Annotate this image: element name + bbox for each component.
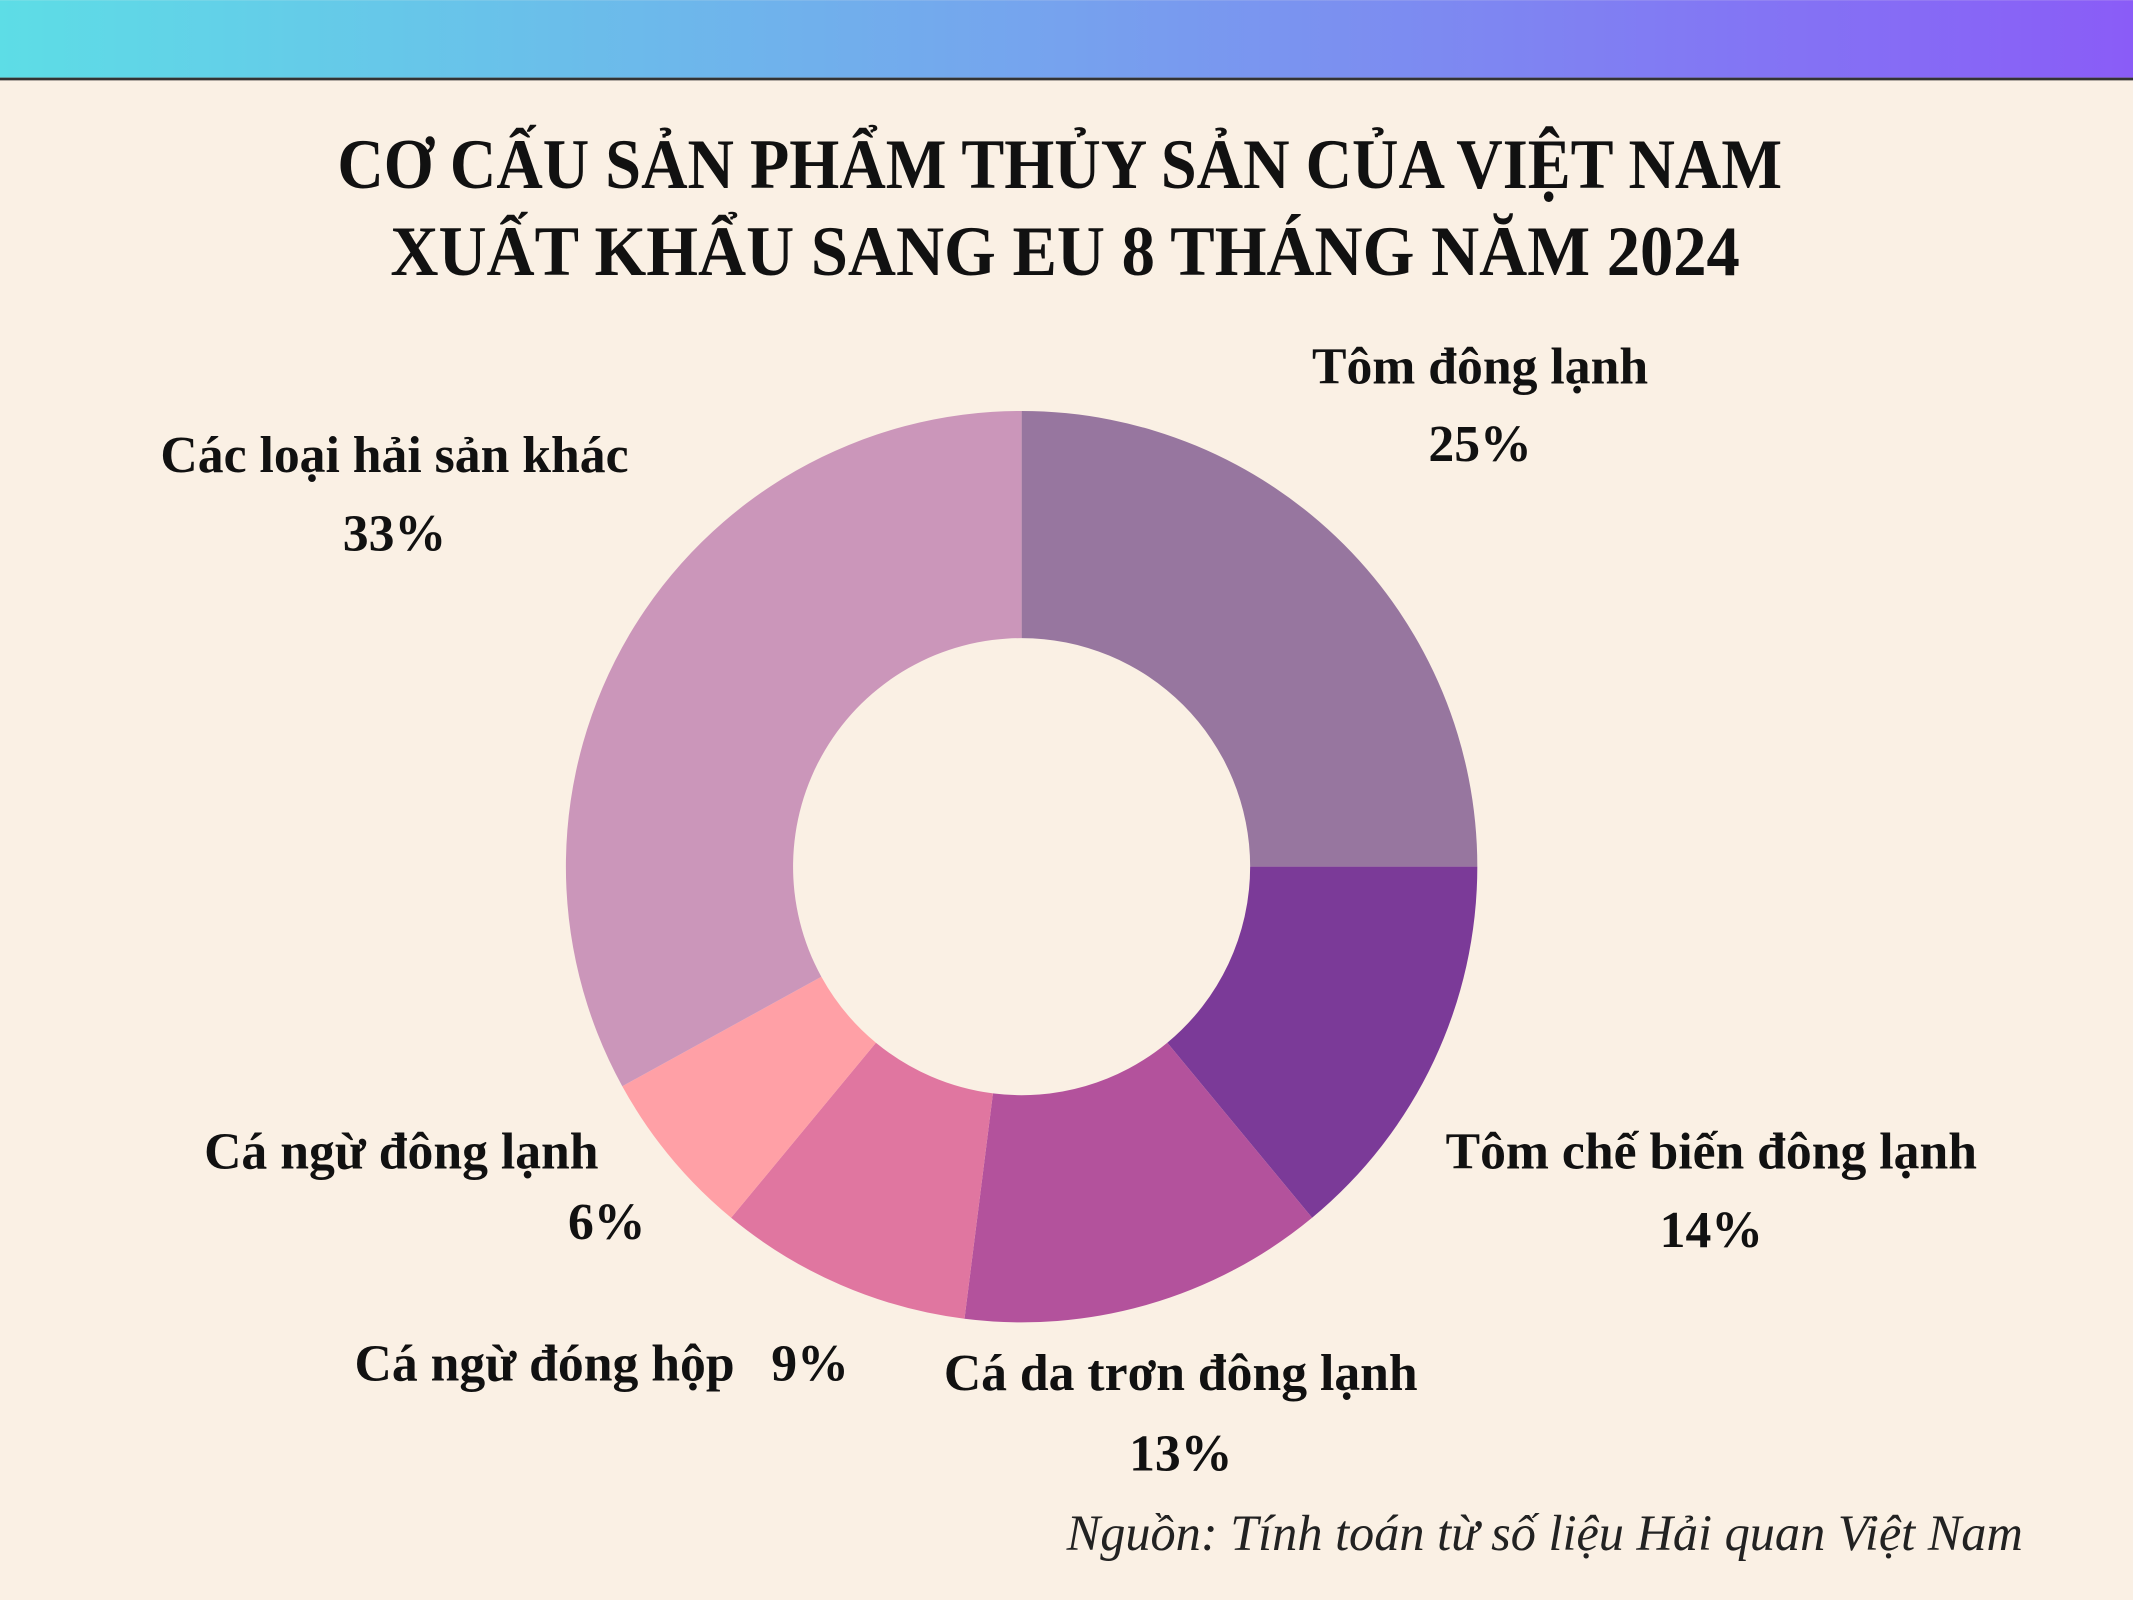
value-label: 6% [568, 1194, 646, 1251]
value-label: 9% [771, 1335, 849, 1392]
slice-label: Cá da trơn đông lạnh [944, 1345, 1418, 1402]
slice-label: Các loại hải sản khác [160, 427, 628, 484]
value-label: 14% [1660, 1202, 1763, 1259]
source-note: Nguồn: Tính toán từ số liệu Hải quan Việ… [1066, 1505, 2023, 1561]
chart-title: CƠ CẤU SẢN PHẨM THỦY SẢN CỦA VIỆT NAM [337, 125, 1782, 204]
donut-slice [622, 976, 876, 1218]
value-label: 13% [1129, 1425, 1232, 1482]
chart-title: XUẤT KHẨU SANG EU 8 THÁNG NĂM 2024 [390, 212, 1739, 291]
donut-slice [1167, 866, 1478, 1218]
header-bar [0, 0, 2133, 78]
donut-slice [964, 1042, 1313, 1323]
slice-label: Tôm đông lạnh [1312, 338, 1648, 395]
donut-slice [565, 410, 1022, 1087]
donut-slice [1021, 410, 1478, 867]
slice-label: Cá ngừ đông lạnh [204, 1123, 598, 1180]
slice-label: Tôm chế biến đông lạnh [1446, 1123, 1977, 1180]
donut-slice [731, 1042, 993, 1319]
value-label: 33% [343, 506, 446, 563]
slice-label: Cá ngừ đóng hộp [355, 1335, 735, 1392]
value-label: 25% [1428, 416, 1531, 473]
